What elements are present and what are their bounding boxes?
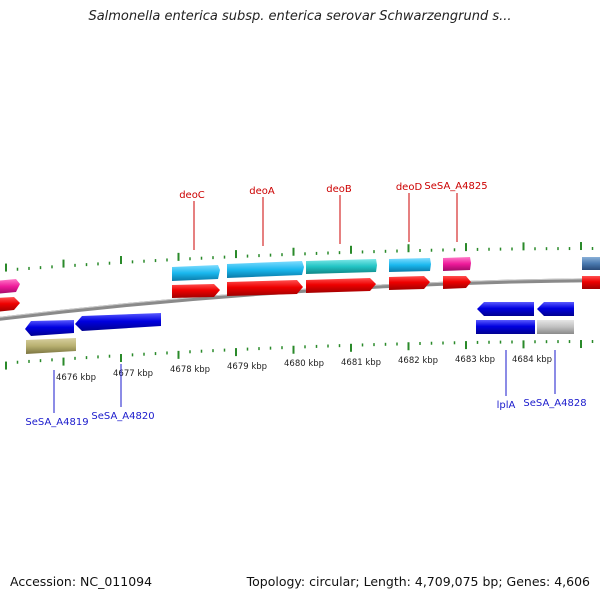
topology-summary: Topology: circular; Length: 4,709,075 bp…: [246, 574, 590, 589]
cds-forward-SeSA_A4825[interactable]: [443, 276, 471, 289]
kbp-label: 4677 kbp: [113, 369, 153, 379]
gene-label-deoB[interactable]: deoB: [326, 184, 352, 195]
gene-feature-deoD[interactable]: [389, 258, 431, 272]
kbp-scale: 4676 kbp 4677 kbp 4678 kbp 4679 kbp 4680…: [56, 355, 552, 383]
cds-reverse-SeSA_A4828[interactable]: [537, 302, 574, 316]
gene-feature-deoB[interactable]: [306, 259, 377, 274]
gene-label-deoC[interactable]: deoC: [179, 190, 205, 201]
kbp-label: 4682 kbp: [398, 356, 438, 366]
gene-label-deoA[interactable]: deoA: [249, 186, 275, 197]
kbp-label: 4683 kbp: [455, 355, 495, 365]
cds-forward-1[interactable]: [0, 297, 20, 312]
cds-forward-deoC[interactable]: [172, 284, 220, 298]
genome-backbone: [0, 278, 600, 321]
kbp-label: 4678 kbp: [170, 365, 210, 375]
genome-title: Salmonella enterica subsp. enterica sero…: [88, 9, 512, 24]
reverse-gene-row: [26, 320, 574, 354]
cds-reverse-lplA[interactable]: [477, 302, 534, 316]
kbp-label: 4679 kbp: [227, 362, 267, 372]
forward-gene-row: [0, 257, 600, 294]
gene-label-SeSA_A4825[interactable]: SeSA_A4825: [424, 181, 487, 192]
gene-feature-deoC[interactable]: [172, 265, 220, 281]
cds-forward-deoD[interactable]: [389, 276, 430, 290]
gene-feature-deoA[interactable]: [227, 261, 304, 278]
kbp-label: 4676 kbp: [56, 373, 96, 383]
gene-feature-SeSA_A4828[interactable]: [537, 320, 574, 334]
gene-label-SeSA_A4828[interactable]: SeSA_A4828: [523, 398, 586, 409]
gene-label-SeSA_A4820[interactable]: SeSA_A4820: [91, 411, 154, 422]
gene-feature-SeSA_A4825[interactable]: [443, 257, 471, 271]
cds-forward-deoB[interactable]: [306, 278, 376, 293]
reverse-cds-row: [25, 302, 574, 336]
kbp-label: 4680 kbp: [284, 359, 324, 369]
bottom-gene-labels: SeSA_A4819 SeSA_A4820 lplA SeSA_A4828: [25, 350, 587, 428]
gene-feature-lplA[interactable]: [476, 320, 535, 334]
forward-cds-row: [0, 276, 600, 312]
cds-reverse-SeSA_A4820[interactable]: [75, 313, 161, 331]
gene-feature-steel-right[interactable]: [582, 257, 600, 270]
gene-feature-SeSA_A4819[interactable]: [26, 338, 76, 354]
kbp-label: 4681 kbp: [341, 358, 381, 368]
gene-feature-pink-left[interactable]: [0, 279, 20, 294]
accession-text: Accession: NC_011094: [10, 574, 153, 589]
gene-label-SeSA_A4819[interactable]: SeSA_A4819: [25, 417, 88, 428]
top-gene-labels: deoC deoA deoB deoD SeSA_A4825: [179, 181, 488, 250]
gene-label-lplA[interactable]: lplA: [497, 400, 516, 411]
top-tick-track: [5, 242, 594, 272]
gene-label-deoD[interactable]: deoD: [396, 182, 423, 193]
cds-forward-deoA[interactable]: [227, 280, 303, 296]
kbp-label: 4684 kbp: [512, 355, 552, 365]
cds-reverse-SeSA_A4819[interactable]: [25, 320, 74, 336]
cds-forward-right[interactable]: [582, 276, 600, 289]
bottom-tick-track: [5, 340, 594, 370]
